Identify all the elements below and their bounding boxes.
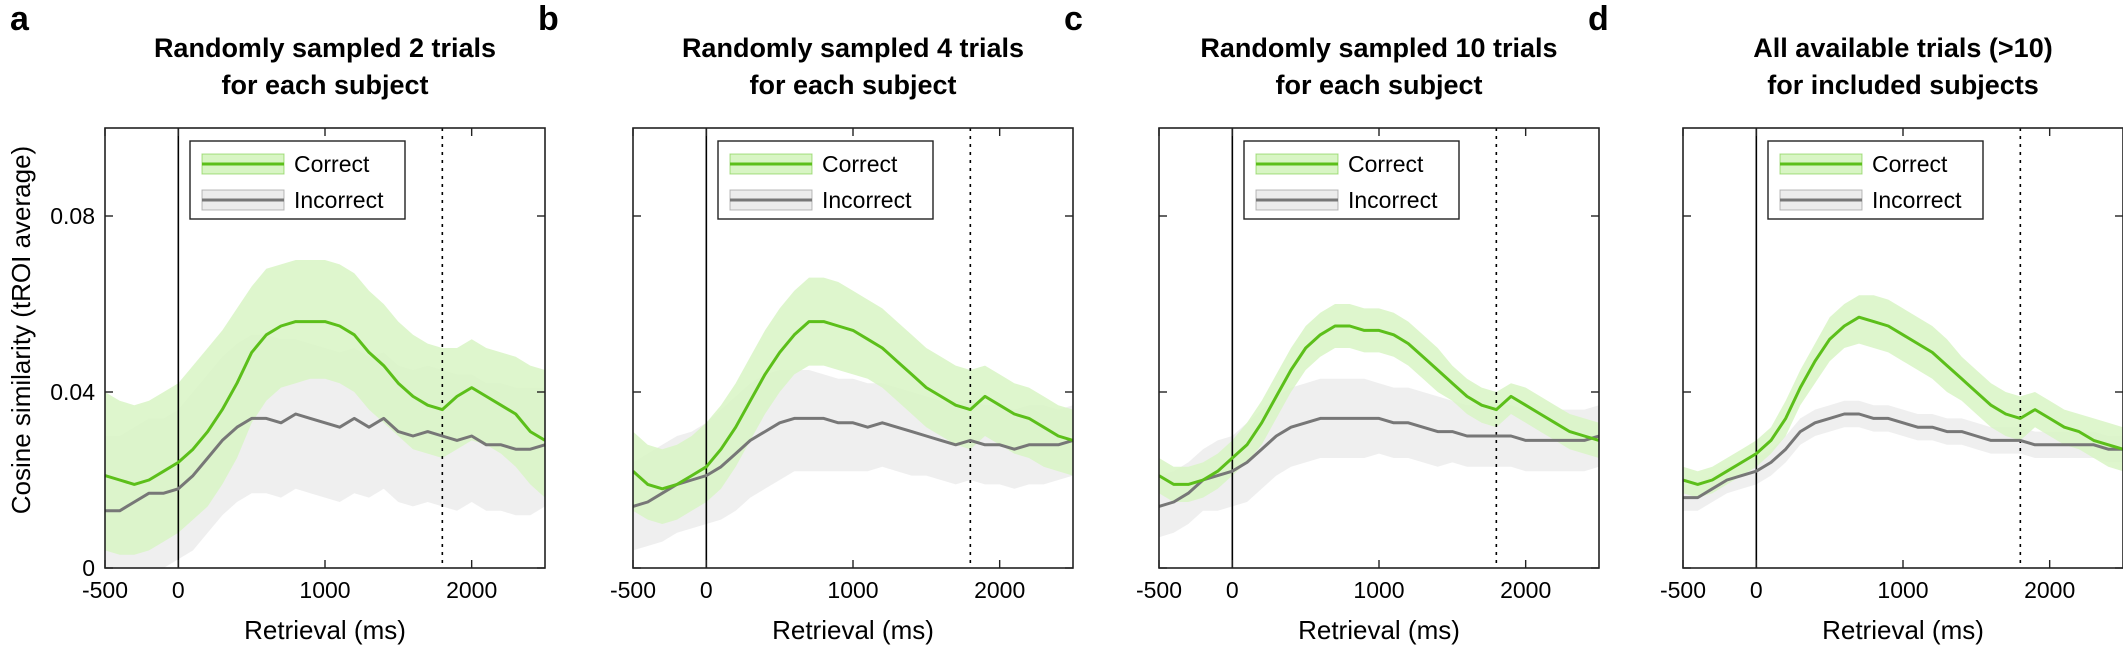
panel-letter: d (1588, 0, 1609, 38)
x-tick-label: 1000 (1877, 577, 1928, 603)
x-tick-label: -500 (1660, 577, 1706, 603)
panel-b: b Randomly sampled 4 trials for each subje… (538, 0, 1074, 645)
series-line-incorrect (1683, 412, 2123, 500)
series-line-incorrect (633, 416, 1073, 508)
x-tick-label: -500 (82, 577, 128, 603)
x-axis-label: Retrieval (ms) (772, 615, 934, 645)
x-tick-label: 2000 (974, 577, 1025, 603)
series-line-correct (1683, 315, 2123, 486)
series-line-correct (1159, 324, 1599, 486)
x-tick-label: 2000 (2024, 577, 2075, 603)
band-correct (105, 260, 545, 555)
legend-label-correct: Correct (1348, 151, 1424, 177)
legend: Correct Incorrect (189, 140, 406, 220)
legend-label-incorrect: Incorrect (294, 187, 384, 213)
legend: Correct Incorrect (1767, 140, 1984, 220)
panel-letter: a (10, 0, 30, 38)
panel-title-line: for included subjects (1767, 70, 2039, 100)
x-tick-label: 2000 (446, 577, 497, 603)
x-tick-label: 0 (172, 577, 185, 603)
panel-d: d All available trials (>10) for included … (1588, 0, 2123, 645)
plot-area (105, 128, 545, 568)
y-tick-label: 0.04 (50, 379, 95, 405)
x-axis-label: Retrieval (ms) (1822, 615, 1984, 645)
legend-label-correct: Correct (294, 151, 370, 177)
panel-title-line: Randomly sampled 10 trials (1200, 33, 1557, 63)
legend-label-correct: Correct (822, 151, 898, 177)
panel-letter: b (538, 0, 559, 38)
panel-a: a Randomly sampled 2 trials for each subje… (10, 0, 546, 645)
plot-area (1683, 128, 2123, 568)
x-tick-label: 2000 (1500, 577, 1551, 603)
panel-title-line: Randomly sampled 2 trials (154, 33, 496, 63)
legend: Correct Incorrect (717, 140, 934, 220)
x-axis-label: Retrieval (ms) (1298, 615, 1460, 645)
band-correct (1159, 304, 1599, 502)
series-line-correct (633, 320, 1073, 491)
legend-label-incorrect: Incorrect (822, 187, 912, 213)
y-axis-label: Cosine similarity (tROI average) (6, 146, 36, 514)
x-axis-label: Retrieval (ms) (244, 615, 406, 645)
x-tick-label: 1000 (299, 577, 350, 603)
y-tick-label: 0.08 (50, 203, 95, 229)
plot-area (1159, 128, 1599, 568)
legend-label-incorrect: Incorrect (1872, 187, 1962, 213)
x-tick-label: -500 (1136, 577, 1182, 603)
panel-title-line: for each subject (749, 70, 956, 100)
plot-area (633, 128, 1073, 568)
series-line-correct (105, 320, 545, 486)
panels-group: a Randomly sampled 2 trials for each subje… (10, 0, 2123, 645)
legend-label-correct: Correct (1872, 151, 1948, 177)
x-tick-label: 1000 (1353, 577, 1404, 603)
series-line-incorrect (105, 412, 545, 513)
panel-title-line: for each subject (221, 70, 428, 100)
band-correct (633, 277, 1073, 524)
band-correct (1683, 295, 2123, 498)
panel-title-line: Randomly sampled 4 trials (682, 33, 1024, 63)
x-tick-label: -500 (610, 577, 656, 603)
series-line-incorrect (1159, 416, 1599, 508)
legend: Correct Incorrect (1243, 140, 1460, 220)
x-tick-label: 1000 (827, 577, 878, 603)
x-tick-label: 0 (1750, 577, 1763, 603)
legend-label-incorrect: Incorrect (1348, 187, 1438, 213)
y-tick-label: 0 (82, 555, 95, 581)
x-tick-label: 0 (700, 577, 713, 603)
panel-letter: c (1064, 0, 1083, 38)
x-tick-label: 0 (1226, 577, 1239, 603)
panel-c: c Randomly sampled 10 trials for each subj… (1064, 0, 1600, 645)
panel-title-line: All available trials (>10) (1753, 33, 2052, 63)
panel-title-line: for each subject (1275, 70, 1482, 100)
